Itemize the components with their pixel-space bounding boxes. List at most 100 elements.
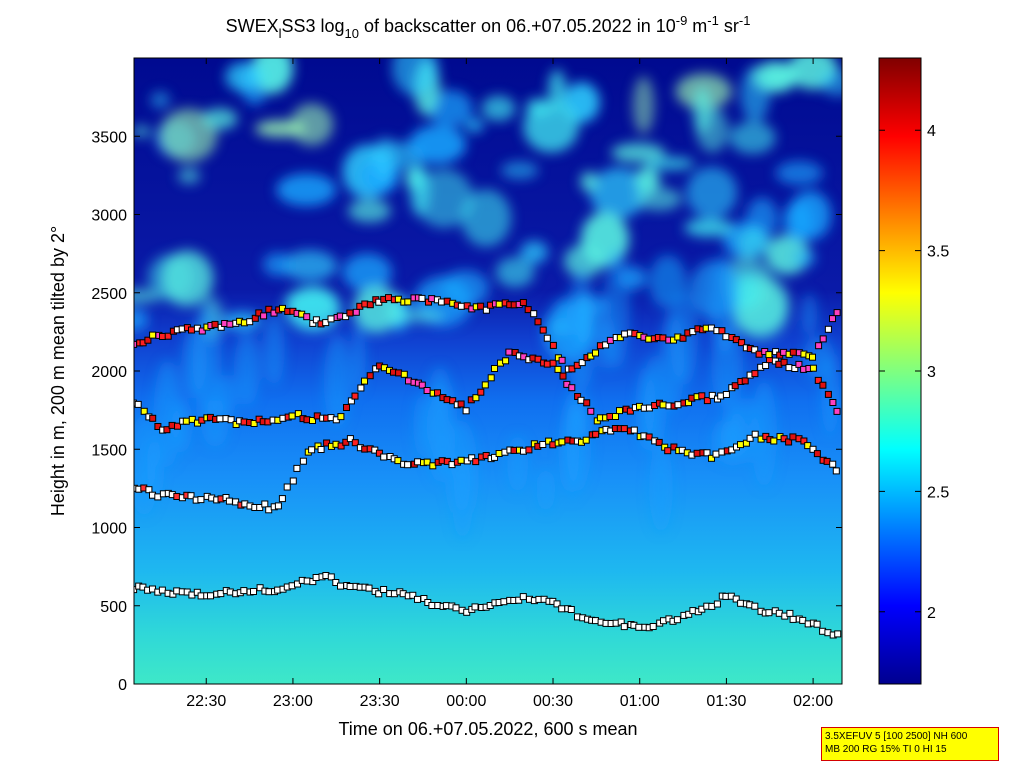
layer-marker (762, 362, 770, 369)
layer-marker (346, 309, 354, 317)
layer-marker (505, 348, 513, 356)
layer-marker (577, 396, 585, 404)
layer-marker (472, 458, 480, 466)
aerosol-patch (342, 253, 392, 292)
layer-marker (592, 430, 600, 438)
layer-marker (491, 365, 498, 372)
layer-marker (679, 334, 687, 342)
layer-marker (731, 382, 739, 390)
layer-marker (829, 399, 837, 406)
layer-marker (791, 365, 799, 372)
aerosol-patch (392, 58, 439, 96)
layer-marker (482, 306, 490, 314)
layer-marker (583, 399, 591, 407)
layer-marker (770, 437, 778, 445)
layer-marker (519, 593, 527, 601)
aerosol-patch (161, 250, 214, 307)
aerosol-patch (684, 218, 734, 237)
layer-marker (471, 603, 479, 611)
layer-marker (332, 579, 340, 586)
aerosol-patch (134, 308, 149, 331)
layer-marker (824, 325, 832, 333)
layer-marker (346, 583, 354, 590)
layer-marker (815, 342, 823, 350)
aerosol-patch (276, 173, 337, 206)
layer-marker (737, 441, 744, 449)
colorbar-tick-label: 4 (927, 123, 936, 140)
layer-marker (289, 477, 297, 485)
layer-marker (674, 401, 682, 409)
layer-marker (524, 306, 532, 314)
layer-marker (568, 384, 576, 392)
layer-marker (824, 390, 832, 398)
aerosol-patch (520, 240, 549, 264)
layer-marker (751, 430, 759, 438)
layer-marker (342, 313, 350, 321)
layer-marker (343, 404, 350, 411)
layer-marker (187, 492, 195, 500)
layer-marker (785, 438, 793, 446)
layer-marker (312, 316, 320, 324)
layer-marker (549, 359, 557, 367)
aerosol-plume (536, 469, 555, 512)
layer-marker (530, 310, 538, 318)
layer-marker (558, 438, 566, 446)
layer-marker (809, 353, 816, 361)
layer-marker (587, 407, 595, 415)
aerosol-patch (427, 89, 473, 128)
aerosol-patch (251, 58, 294, 95)
layer-marker (337, 442, 345, 450)
layer-marker (819, 381, 827, 389)
layer-marker (582, 436, 590, 444)
layer-marker (545, 437, 553, 445)
aerosol-plume (214, 375, 237, 417)
aerosol-patch (150, 91, 170, 109)
layer-marker (468, 454, 476, 462)
aerosol-patch (409, 163, 430, 217)
layer-marker (554, 365, 562, 373)
layer-marker (616, 334, 624, 342)
layer-marker (635, 623, 643, 631)
layer-marker (159, 333, 166, 340)
layer-marker (211, 320, 219, 328)
layer-marker (366, 301, 374, 309)
layer-marker (809, 364, 817, 372)
aerosol-patch (202, 108, 238, 130)
layer-marker (703, 397, 711, 405)
layer-marker (732, 595, 740, 603)
layer-marker (342, 438, 350, 446)
x-axis: 22:30 23:00 23:30 00:00 00:30 01:00 01:30 02:00 (186, 58, 833, 710)
y-axis: 0 500 1000 1500 2000 2500 3000 3500 (91, 129, 842, 694)
aerosol-patch (134, 288, 163, 304)
layer-marker (649, 623, 657, 630)
layer-marker (659, 334, 667, 342)
layer-marker (620, 425, 628, 433)
layer-marker (780, 358, 788, 366)
aerosol-plume (452, 454, 474, 540)
layer-marker (800, 437, 808, 445)
layer-marker (361, 377, 368, 385)
aerosol-patch (465, 118, 484, 133)
layer-marker (645, 433, 653, 441)
layer-marker (559, 372, 567, 380)
aerosol-patch (177, 168, 201, 184)
x-tick-label: 00:30 (533, 693, 573, 710)
layer-marker (225, 497, 233, 505)
aerosol-patch (263, 252, 292, 277)
layer-marker (717, 392, 725, 400)
layer-marker (539, 326, 547, 334)
layer-marker (283, 483, 291, 491)
layer-marker (428, 295, 436, 303)
layer-marker (543, 334, 551, 342)
layer-marker (278, 495, 286, 503)
layer-marker (149, 331, 157, 339)
layer-marker (525, 446, 533, 454)
aerosol-plume (649, 442, 673, 533)
layer-marker (829, 315, 836, 323)
y-tick-label: 2500 (91, 286, 127, 303)
layer-marker (737, 599, 745, 607)
aerosol-patch (580, 171, 598, 192)
layer-marker (457, 302, 465, 310)
layer-marker (621, 330, 629, 338)
